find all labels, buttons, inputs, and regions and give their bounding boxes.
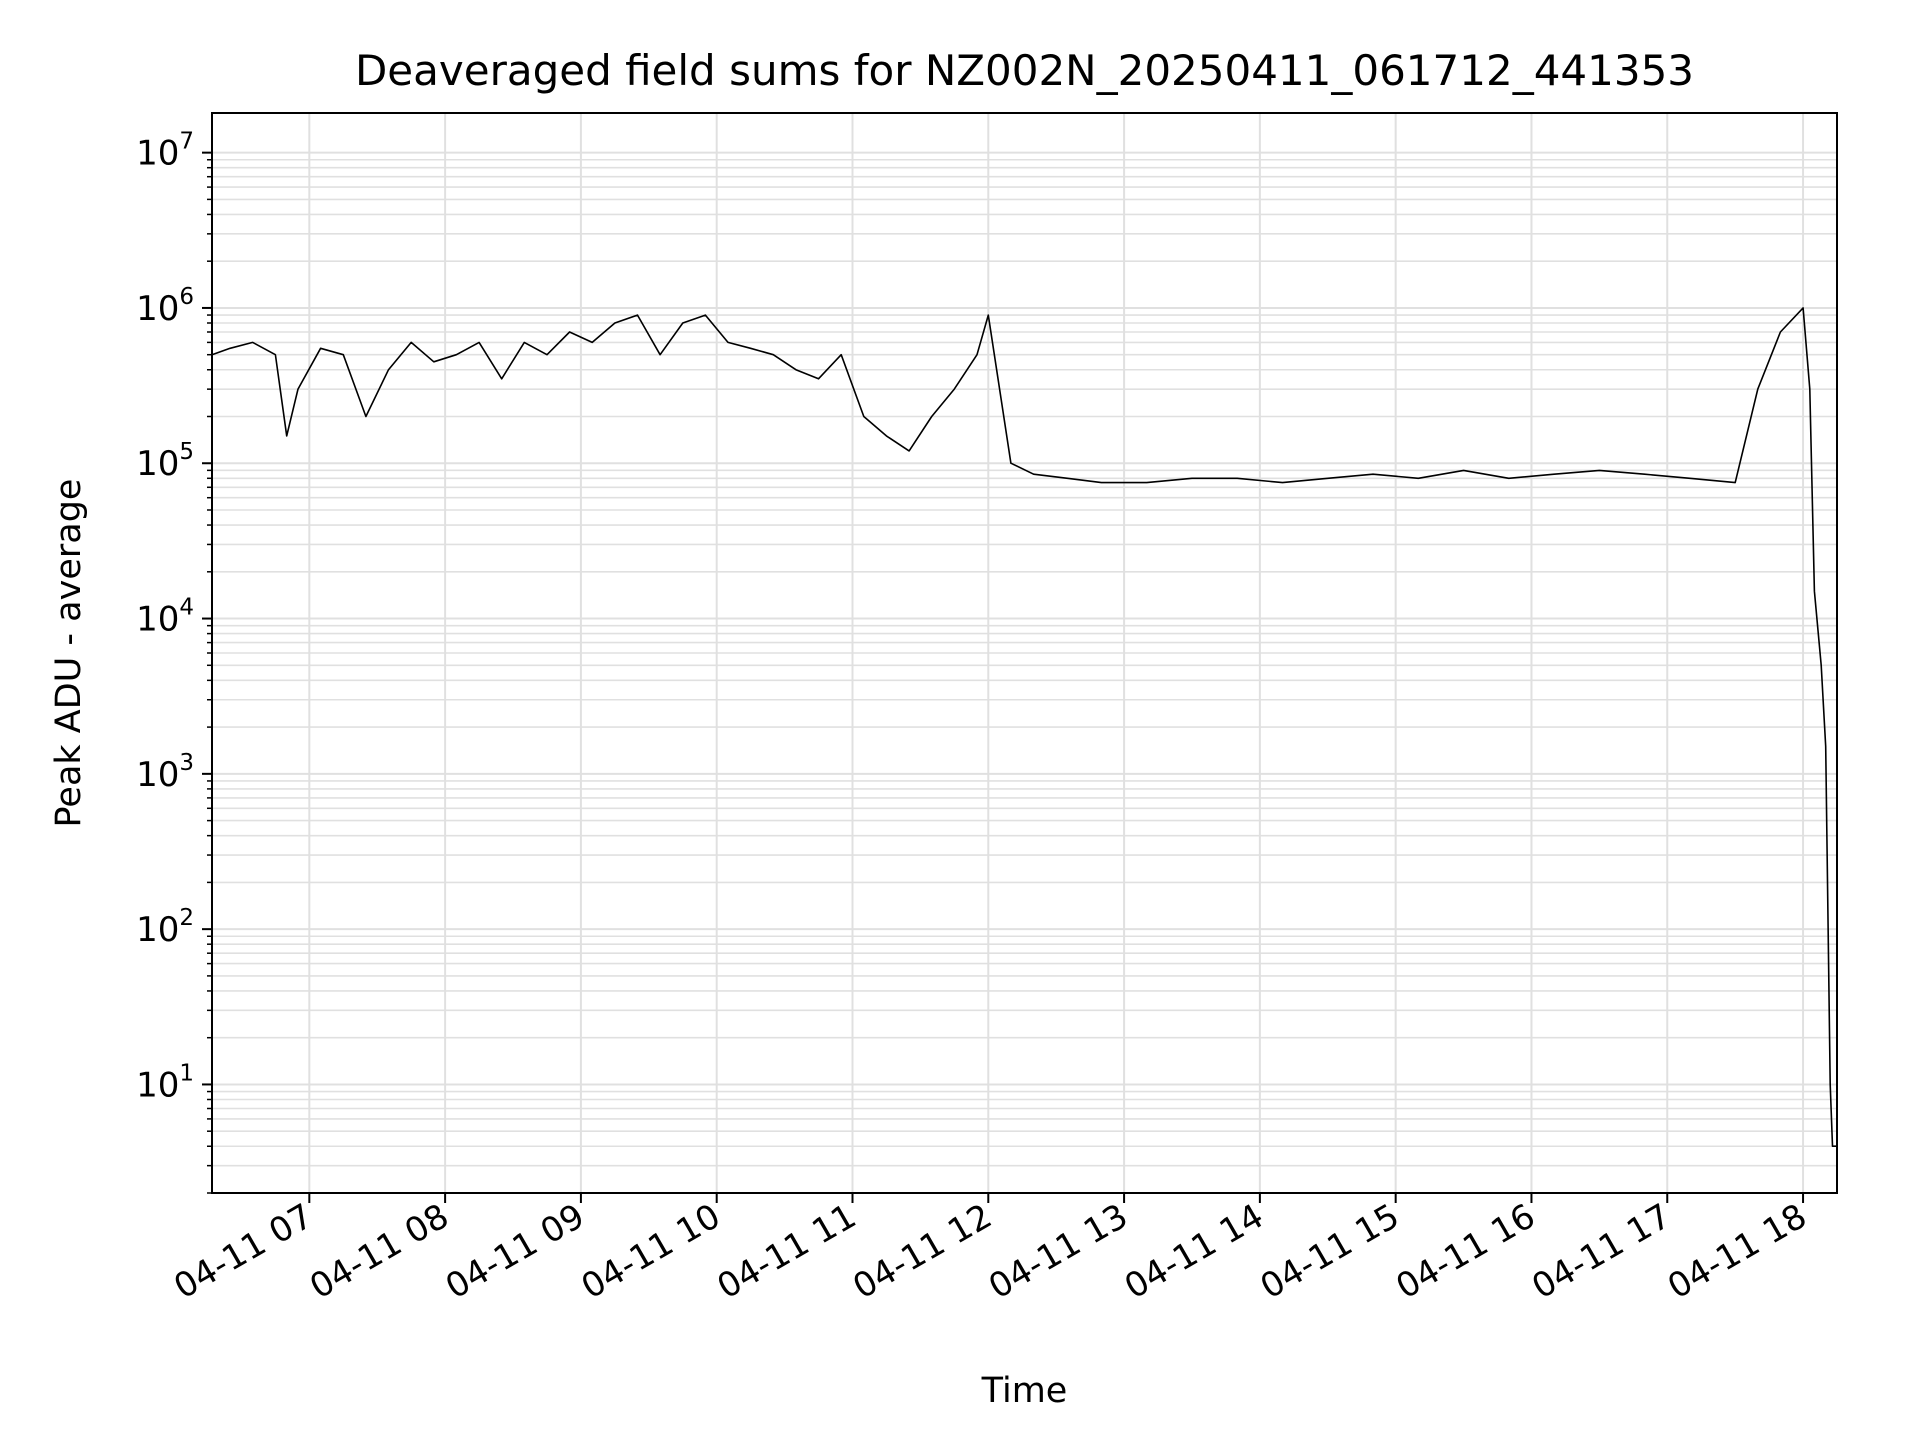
data-series (211, 307, 1837, 1147)
y-tick-label: 104 (136, 595, 194, 640)
series-line (211, 307, 1837, 1147)
y-axis-label: Peak ADU - average (49, 479, 89, 828)
y-tick-label: 102 (136, 905, 194, 950)
y-tick-label: 105 (136, 439, 194, 484)
x-axis-label: Time (981, 1371, 1068, 1411)
y-tick-label: 103 (136, 750, 194, 795)
y-tick-label: 107 (136, 129, 194, 174)
grid (212, 113, 1837, 1194)
y-tick-label: 106 (136, 284, 194, 329)
chart-title: Deaveraged field sums for NZ002N_2025041… (355, 46, 1694, 95)
y-tick-label: 101 (136, 1060, 194, 1105)
